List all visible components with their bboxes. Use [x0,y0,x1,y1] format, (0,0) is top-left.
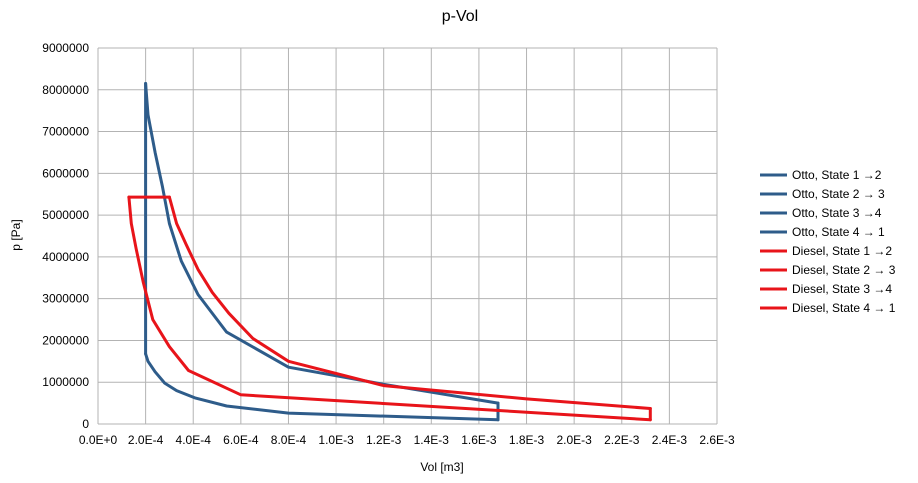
x-tick-label: 6.0E-4 [223,433,259,447]
y-tick-label: 5000000 [42,208,89,222]
y-tick-label: 3000000 [42,292,89,306]
x-tick-label: 1.0E-3 [318,433,354,447]
chart-title: p-Vol [442,8,478,25]
series-line-4 [127,195,652,422]
grid-lines [97,47,718,425]
x-tick-label: 1.6E-3 [461,433,497,447]
legend-label-1: Otto, State 2 → 3 [792,187,885,201]
y-tick-label: 6000000 [42,166,89,180]
legend-label-3: Otto, State 4 → 1 [792,225,885,239]
x-tick-labels: 0.0E+0 2.0E-4 4.0E-4 6.0E-4 8.0E-4 1.0E-3 1.2E… [79,433,735,447]
legend-label-4: Diesel, State 1 →2 [792,244,892,258]
x-tick-label: 1.4E-3 [414,433,450,447]
y-tick-label: 8000000 [42,83,89,97]
y-tick-label: 4000000 [42,250,89,264]
x-tick-label: 2.6E-3 [699,433,735,447]
series-group [127,82,652,422]
y-tick-label: 9000000 [42,41,89,55]
y-axis-title: p [Pa] [9,219,23,250]
legend: Otto, State 1 →2 Otto, State 2 → 3 Otto, S… [760,168,896,315]
legend-label-6: Diesel, State 3 →4 [792,282,892,296]
x-tick-label: 4.0E-4 [176,433,212,447]
series-line-2 [144,82,500,405]
x-tick-label: 2.2E-3 [604,433,640,447]
x-tick-label: 2.0E-4 [128,433,164,447]
x-tick-label: 2.0E-3 [556,433,592,447]
legend-label-0: Otto, State 1 →2 [792,168,882,182]
x-axis-title: Vol [m3] [420,460,463,474]
y-tick-label: 7000000 [42,125,89,139]
legend-label-7: Diesel, State 4 → 1 [792,301,896,315]
legend-label-2: Otto, State 3 →4 [792,206,882,220]
x-tick-label: 1.8E-3 [509,433,545,447]
series-line-6 [167,195,652,410]
y-tick-label: 2000000 [42,333,89,347]
x-tick-label: 2.4E-3 [652,433,688,447]
x-tick-label: 1.2E-3 [366,433,402,447]
y-tick-label: 0 [82,417,89,431]
legend-label-5: Diesel, State 2 → 3 [792,263,896,277]
series-line-0 [144,352,500,422]
y-tick-label: 1000000 [42,375,89,389]
x-tick-label: 8.0E-4 [271,433,307,447]
y-tick-labels: 0 1000000 2000000 3000000 4000000 5000000 6000… [42,41,89,431]
x-tick-label: 0.0E+0 [79,433,118,447]
